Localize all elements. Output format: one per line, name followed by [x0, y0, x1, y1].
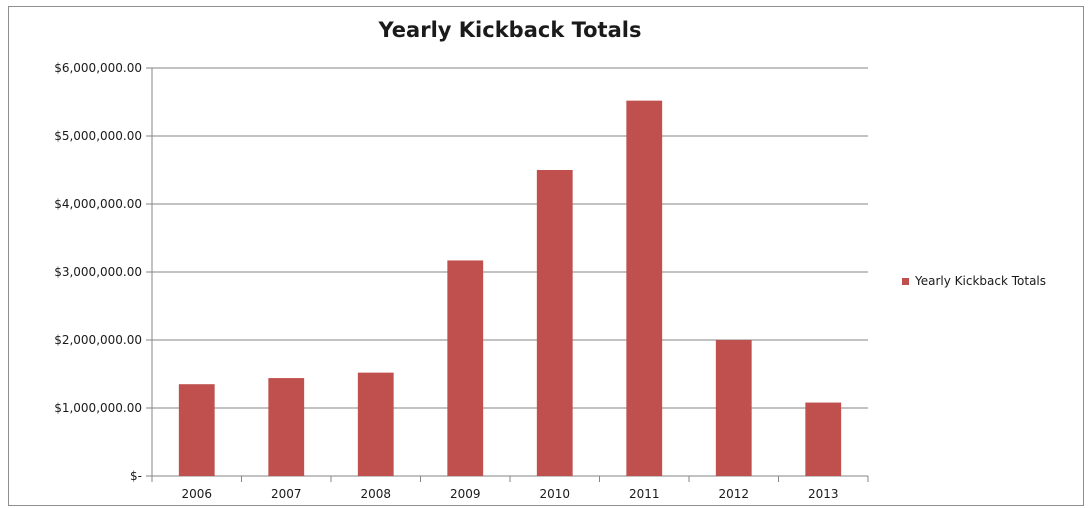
x-tick-label: 2011	[629, 487, 660, 501]
bar-2007	[268, 378, 305, 476]
bar-2010	[536, 170, 573, 476]
bar-2012	[715, 340, 752, 476]
x-tick-label: 2013	[808, 487, 839, 501]
y-tick-label: $-	[130, 469, 142, 483]
bar-2009	[447, 260, 484, 476]
bar-2006	[178, 384, 215, 476]
bar-2013	[805, 402, 842, 476]
bar-2011	[626, 100, 663, 476]
x-tick-label: 2008	[360, 487, 391, 501]
bar-2008	[357, 372, 394, 476]
y-tick-label: $6,000,000.00	[54, 61, 142, 75]
legend-swatch	[902, 277, 909, 285]
y-tick-label: $3,000,000.00	[54, 265, 142, 279]
y-tick-label: $2,000,000.00	[54, 333, 142, 347]
x-tick-label: 2012	[718, 487, 749, 501]
y-tick-label: $5,000,000.00	[54, 129, 142, 143]
y-tick-label: $4,000,000.00	[54, 197, 142, 211]
chart-title: Yearly Kickback Totals	[378, 18, 642, 42]
y-tick-label: $1,000,000.00	[54, 401, 142, 415]
legend-label: Yearly Kickback Totals	[915, 274, 1047, 288]
legend: Yearly Kickback Totals	[902, 274, 1046, 288]
x-tick-label: 2009	[450, 487, 481, 501]
x-tick-label: 2007	[271, 487, 302, 501]
x-tick-label: 2010	[539, 487, 570, 501]
x-tick-label: 2006	[181, 487, 212, 501]
